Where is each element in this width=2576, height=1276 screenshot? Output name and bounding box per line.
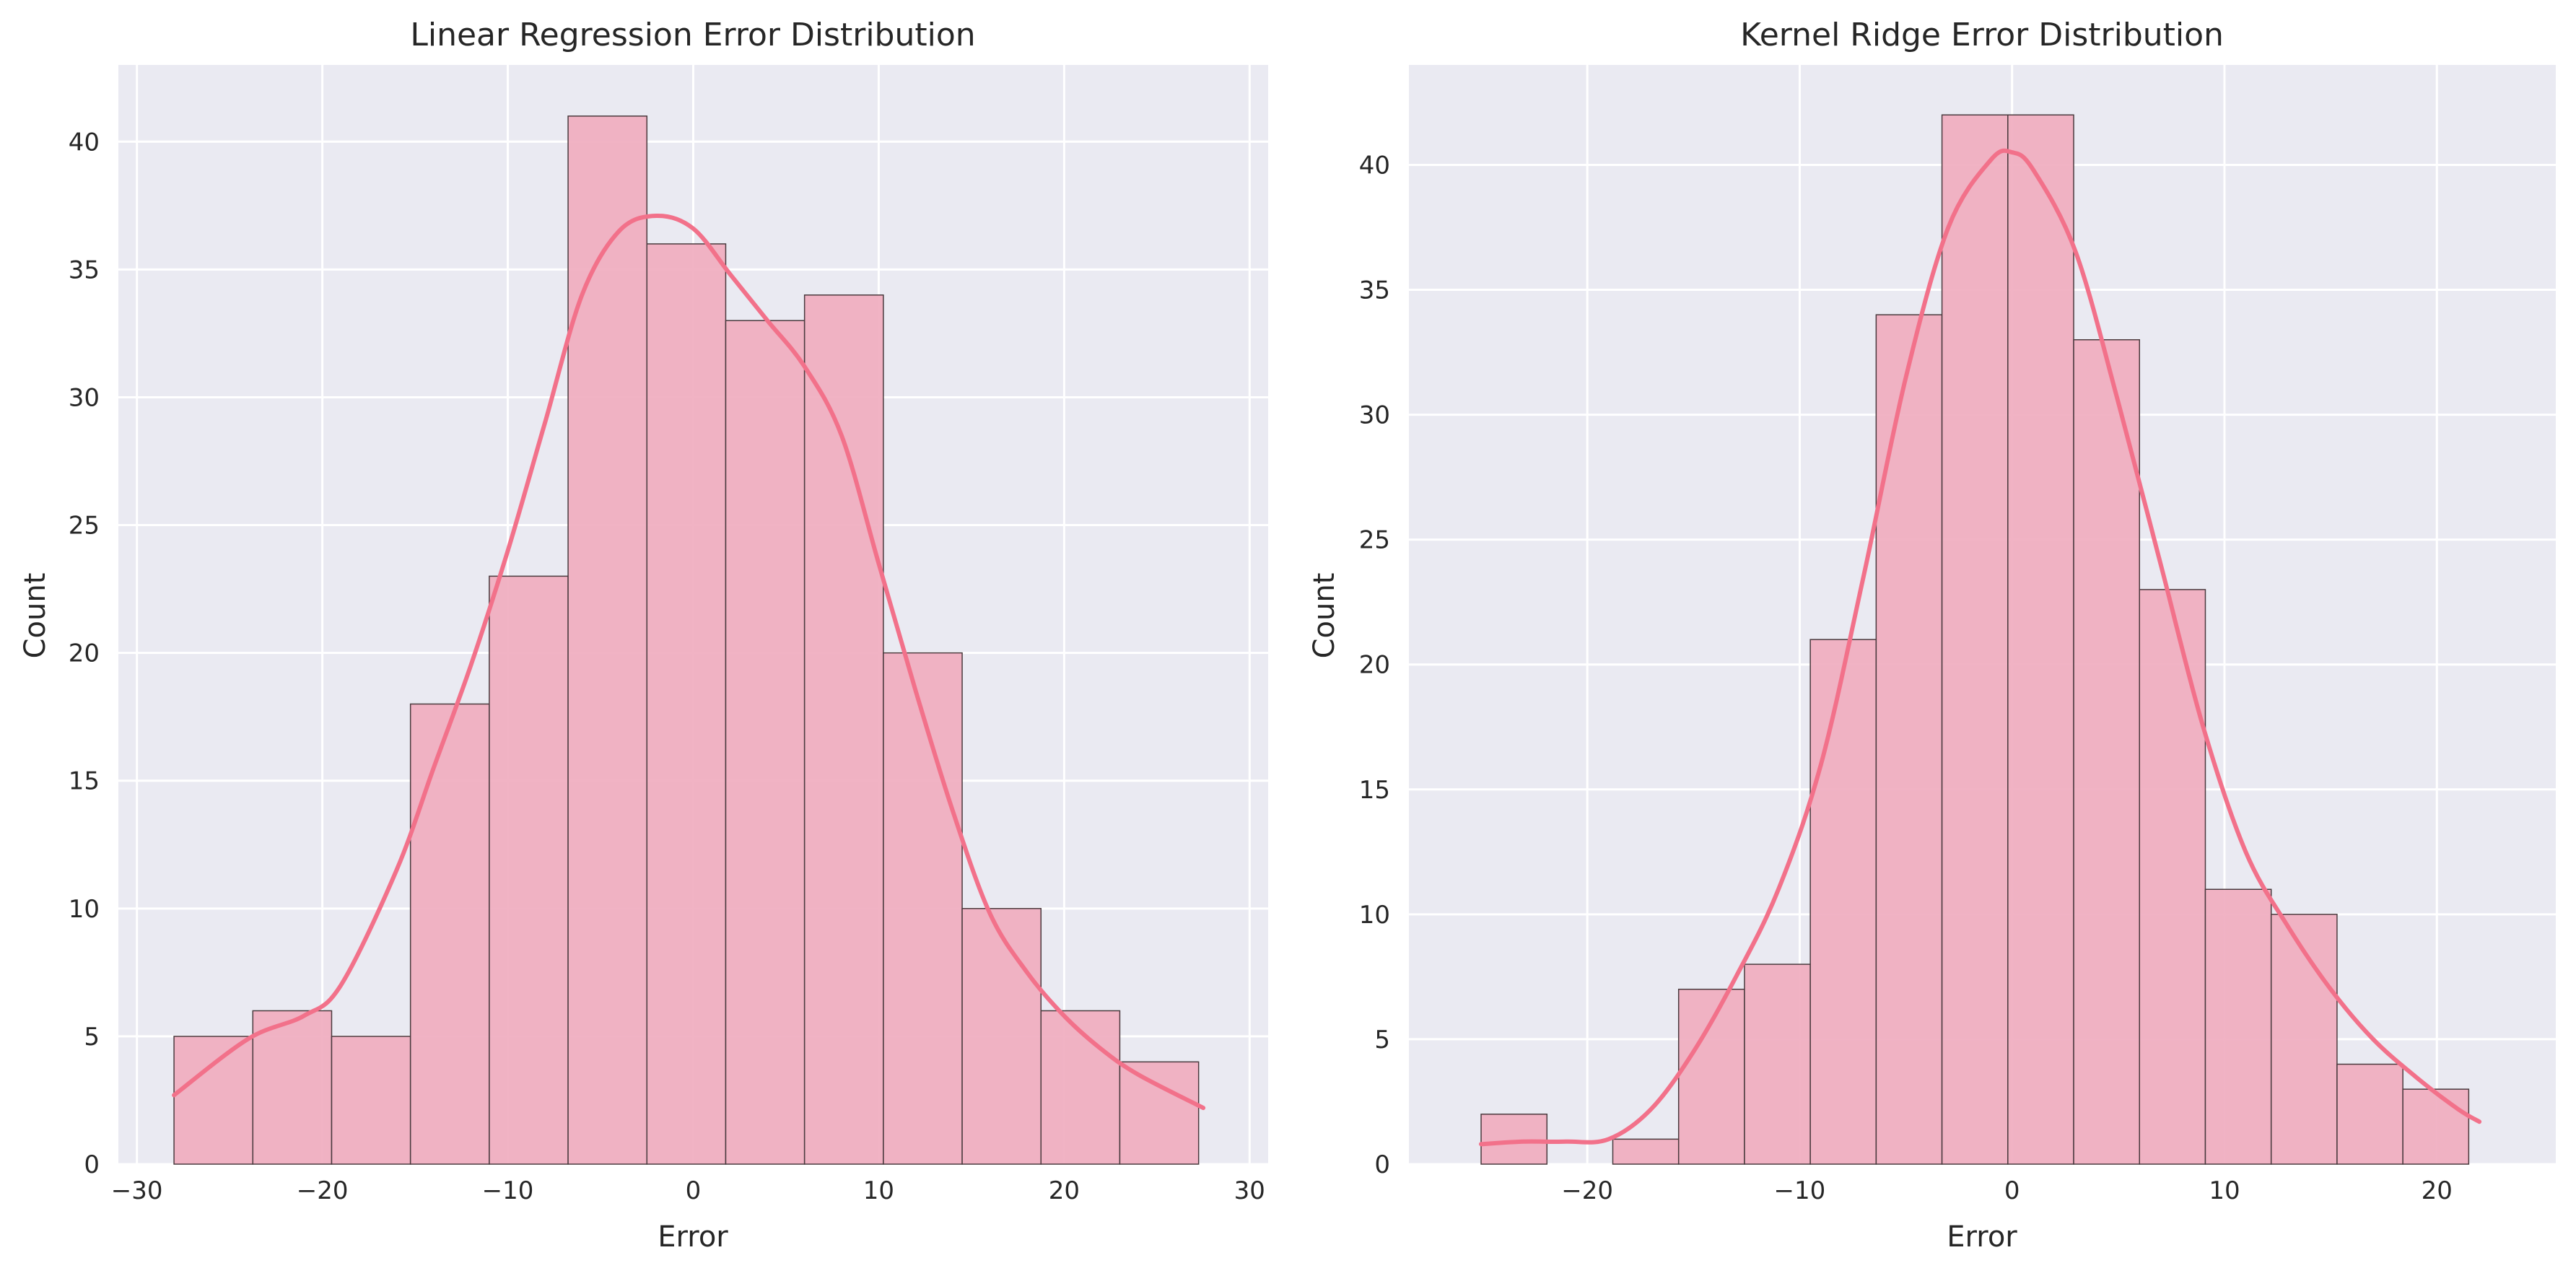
chart-title: Kernel Ridge Error Distribution (1740, 17, 2224, 53)
x-tick-label: 20 (1049, 1176, 1080, 1205)
y-tick-label: 5 (84, 1023, 100, 1052)
y-tick-label: 20 (69, 639, 100, 668)
y-tick-labels: 0 5 10 15 20 25 30 35 40 (1359, 151, 1390, 1179)
y-tick-label: 0 (1374, 1150, 1390, 1179)
x-tick-label: −10 (1774, 1176, 1826, 1205)
histogram-bar (489, 575, 569, 1165)
histogram-bar (2073, 339, 2141, 1165)
y-tick-label: 0 (84, 1150, 100, 1179)
y-axis-label: Count (19, 573, 52, 659)
y-tick-label: 15 (69, 767, 100, 796)
histogram-bar (331, 1036, 411, 1165)
x-tick-label: 30 (1234, 1176, 1265, 1205)
histogram-bar (1612, 1138, 1680, 1165)
y-tick-label: 40 (69, 128, 100, 157)
y-tick-label: 25 (69, 512, 100, 541)
y-tick-label: 10 (69, 895, 100, 924)
y-tick-label: 10 (1359, 901, 1390, 930)
x-tick-label: −30 (111, 1176, 163, 1205)
x-tick-label: −20 (297, 1176, 349, 1205)
histogram-bar (1941, 114, 2009, 1165)
histogram-bar (409, 703, 490, 1165)
x-tick-label: 0 (2004, 1176, 2020, 1205)
histogram-bar (252, 1010, 333, 1165)
kde-curve (172, 213, 1206, 1111)
x-tick-label: −20 (1561, 1176, 1613, 1205)
x-tick-label: 20 (2422, 1176, 2453, 1205)
histogram-bar (1119, 1061, 1200, 1165)
y-tick-labels: 0 5 10 15 20 25 30 35 40 (69, 128, 100, 1179)
histogram-bar (1677, 988, 1745, 1165)
y-tick-label: 35 (1359, 276, 1390, 305)
y-tick-label: 30 (69, 383, 100, 412)
histogram-bar (725, 320, 805, 1165)
histogram-bar (2204, 888, 2272, 1165)
x-axis-label: Error (658, 1220, 728, 1254)
kernel-ridge-panel: Kernel Ridge Error Distribution −20 −10 0 1… (1308, 17, 2556, 1254)
x-tick-labels: −20 −10 0 10 20 (1561, 1176, 2453, 1205)
x-tick-label: 10 (2209, 1176, 2240, 1205)
linear-regression-panel: Linear Regression Error Distribution −30… (19, 17, 1268, 1254)
y-tick-label: 35 (69, 255, 100, 284)
histogram-bar (646, 243, 727, 1165)
histogram-bar (1809, 639, 1877, 1165)
histogram-bar (883, 652, 963, 1165)
histogram-bar (173, 1036, 254, 1165)
histogram-bar (2402, 1088, 2470, 1165)
x-axis-label: Error (1947, 1220, 2017, 1254)
x-tick-labels: −30 −20 −10 0 10 20 30 (111, 1176, 1265, 1205)
histogram-bar (2139, 589, 2206, 1165)
y-tick-label: 40 (1359, 151, 1390, 180)
histogram-bar (2007, 114, 2074, 1165)
y-tick-label: 15 (1359, 776, 1390, 805)
histogram-bars (1480, 114, 2470, 1165)
y-tick-label: 5 (1374, 1026, 1390, 1054)
histogram-bar (803, 294, 884, 1165)
histogram-bar (1875, 314, 1943, 1165)
y-tick-label: 25 (1359, 526, 1390, 555)
histogram-bar (567, 115, 648, 1165)
histogram-bar (1480, 1114, 1548, 1165)
histogram-bar (1040, 1010, 1121, 1165)
x-tick-label: −10 (482, 1176, 534, 1205)
y-tick-label: 30 (1359, 401, 1390, 430)
histogram-bars (173, 115, 1200, 1165)
y-axis-label: Count (1308, 573, 1341, 659)
histogram-bar (2270, 914, 2338, 1165)
y-tick-label: 20 (1359, 651, 1390, 680)
histogram-bar (2336, 1063, 2403, 1165)
chart-title: Linear Regression Error Distribution (410, 17, 975, 53)
x-tick-label: 0 (686, 1176, 702, 1205)
kde-curve (1479, 148, 2482, 1147)
histogram-bar (961, 908, 1042, 1165)
x-tick-label: 10 (863, 1176, 894, 1205)
histogram-bar (1744, 963, 1811, 1165)
